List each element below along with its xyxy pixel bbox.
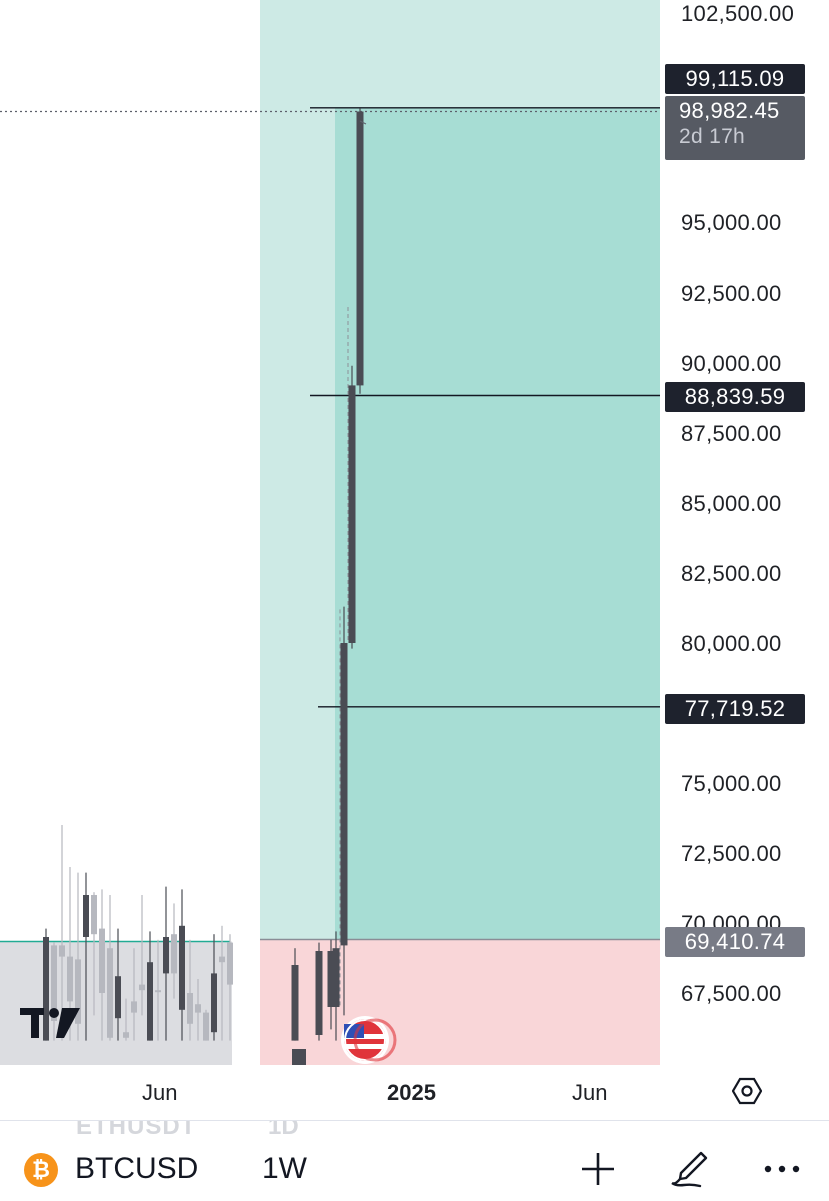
entry-price-tag[interactable]: 69,410.74 bbox=[665, 927, 805, 957]
y-tick-label: 102,500.00 bbox=[681, 1, 795, 26]
bar-countdown: 2d 17h bbox=[679, 125, 746, 148]
history-candle-body bbox=[147, 962, 153, 1041]
current-price-value: 98,982.45 bbox=[679, 98, 780, 123]
history-candle-body bbox=[203, 1012, 209, 1041]
y-tick-label: 82,500.00 bbox=[681, 561, 782, 586]
history-candle-body bbox=[83, 895, 89, 937]
history-candle-body bbox=[179, 925, 185, 1010]
history-candle-body bbox=[211, 973, 217, 1033]
chart-canvas[interactable] bbox=[0, 0, 660, 1065]
candle-body bbox=[356, 111, 364, 386]
candle-body bbox=[340, 643, 348, 946]
bottom-toolbar: ETHUSDT 1D ₿ BTCUSD 1W bbox=[0, 1120, 829, 1201]
y-tick-label: 95,000.00 bbox=[681, 210, 782, 235]
y-tick-label: 67,500.00 bbox=[681, 981, 782, 1006]
tradingview-logo bbox=[20, 1008, 80, 1038]
symbol-selector[interactable]: BTCUSD bbox=[75, 1152, 199, 1185]
history-candle-body bbox=[187, 993, 193, 1024]
plus-icon[interactable] bbox=[578, 1149, 618, 1189]
x-tick-label: Jun bbox=[572, 1080, 608, 1105]
history-candle-body bbox=[155, 990, 161, 993]
candle-body bbox=[315, 951, 323, 1035]
target-price-tag[interactable]: 99,115.09 bbox=[665, 64, 805, 94]
candle-body bbox=[291, 965, 299, 1041]
history-candle-body bbox=[163, 937, 169, 974]
more-icon[interactable] bbox=[762, 1149, 802, 1189]
x-tick-label: Jun bbox=[142, 1080, 178, 1105]
history-candle-body bbox=[131, 1001, 137, 1013]
candle-body bbox=[327, 951, 335, 1007]
interval-selector[interactable]: 1W bbox=[262, 1152, 307, 1185]
profit-zone bbox=[335, 107, 660, 940]
candle-body bbox=[332, 948, 340, 1007]
history-candle-body bbox=[107, 948, 113, 1038]
price-line-tag[interactable]: 88,839.59 bbox=[665, 382, 805, 412]
y-tick-label: 90,000.00 bbox=[681, 351, 782, 376]
brush-icon[interactable] bbox=[670, 1149, 710, 1189]
settings-icon[interactable] bbox=[732, 1076, 762, 1106]
history-candle-body bbox=[75, 959, 81, 1024]
history-candle-body bbox=[59, 945, 65, 957]
history-candle-body bbox=[91, 895, 97, 935]
chart-area[interactable] bbox=[0, 0, 660, 1065]
history-candle-body bbox=[67, 956, 73, 1002]
scrolling-symbol-ghost: ETHUSDT bbox=[76, 1120, 197, 1140]
time-axis[interactable]: Jun 2025 Jun bbox=[0, 1065, 829, 1120]
price-axis[interactable]: 102,500.00 95,000.00 92,500.00 90,000.00… bbox=[660, 0, 829, 1065]
current-price-tag[interactable]: 98,982.45 2d 17h bbox=[665, 96, 805, 160]
stop-loss-zone bbox=[260, 939, 660, 1065]
history-candle-body bbox=[115, 976, 121, 1019]
history-candle-body bbox=[51, 945, 57, 1021]
y-tick-label: 75,000.00 bbox=[681, 771, 782, 796]
history-candle-body bbox=[123, 1032, 129, 1038]
y-tick-label: 87,500.00 bbox=[681, 421, 782, 446]
history-candle-body bbox=[43, 937, 49, 1041]
history-candle-body bbox=[219, 956, 225, 963]
history-candle-body bbox=[139, 984, 145, 991]
scrolling-interval-ghost: 1D bbox=[268, 1120, 299, 1140]
history-candle-body bbox=[99, 928, 105, 993]
candle-body bbox=[292, 1049, 306, 1065]
y-tick-label: 92,500.00 bbox=[681, 281, 782, 306]
bitcoin-icon[interactable]: ₿ bbox=[24, 1153, 58, 1187]
price-line-tag[interactable]: 77,719.52 bbox=[665, 694, 805, 724]
y-tick-label: 80,000.00 bbox=[681, 631, 782, 656]
us-flag-icon[interactable] bbox=[341, 1016, 397, 1064]
position-arrow-tip bbox=[359, 120, 367, 125]
candle-body bbox=[348, 385, 356, 643]
history-candle-body bbox=[171, 934, 177, 974]
y-tick-label: 85,000.00 bbox=[681, 491, 782, 516]
y-tick-label: 72,500.00 bbox=[681, 841, 782, 866]
x-tick-label: 2025 bbox=[387, 1080, 436, 1105]
history-candle-body bbox=[227, 942, 233, 985]
history-candle-body bbox=[195, 1004, 201, 1013]
